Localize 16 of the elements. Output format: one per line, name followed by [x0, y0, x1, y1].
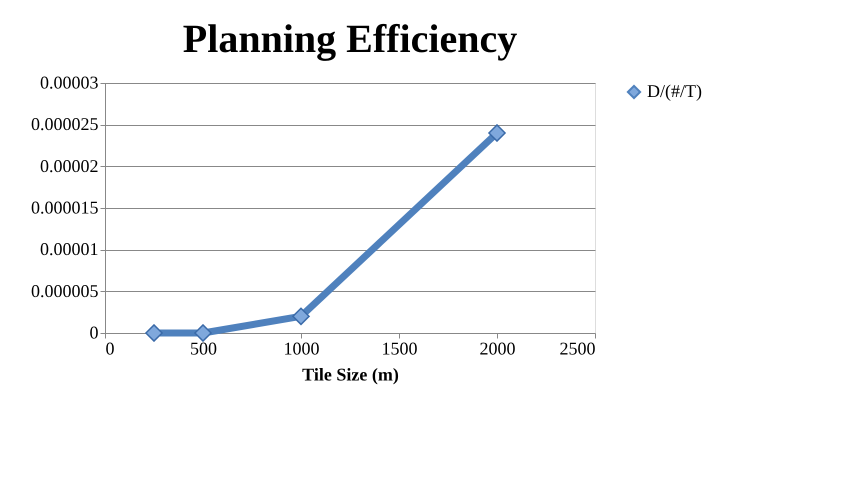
x-tick-label: 2500 — [560, 338, 596, 358]
y-tick-label: 0.00002 — [40, 156, 98, 176]
x-tick-label: 500 — [190, 338, 217, 358]
y-tick-label: 0.000015 — [31, 198, 98, 218]
legend-label: D/(#/T) — [647, 81, 702, 101]
x-tick-label: 1000 — [284, 338, 320, 358]
y-tick-label: 0.00001 — [40, 239, 98, 260]
x-tick-label: 0 — [106, 338, 114, 358]
x-tick-label: 1500 — [382, 338, 418, 358]
y-tick-label: 0.00003 — [40, 72, 98, 92]
y-tick-label: 0 — [90, 322, 98, 342]
y-tick-label: 0.000005 — [31, 280, 98, 301]
chart-title: Planning Efficiency — [182, 16, 518, 61]
y-tick-label: 0.000025 — [31, 114, 98, 134]
x-axis-title: Tile Size (m) — [302, 364, 399, 384]
x-tick-label: 2000 — [480, 338, 516, 358]
